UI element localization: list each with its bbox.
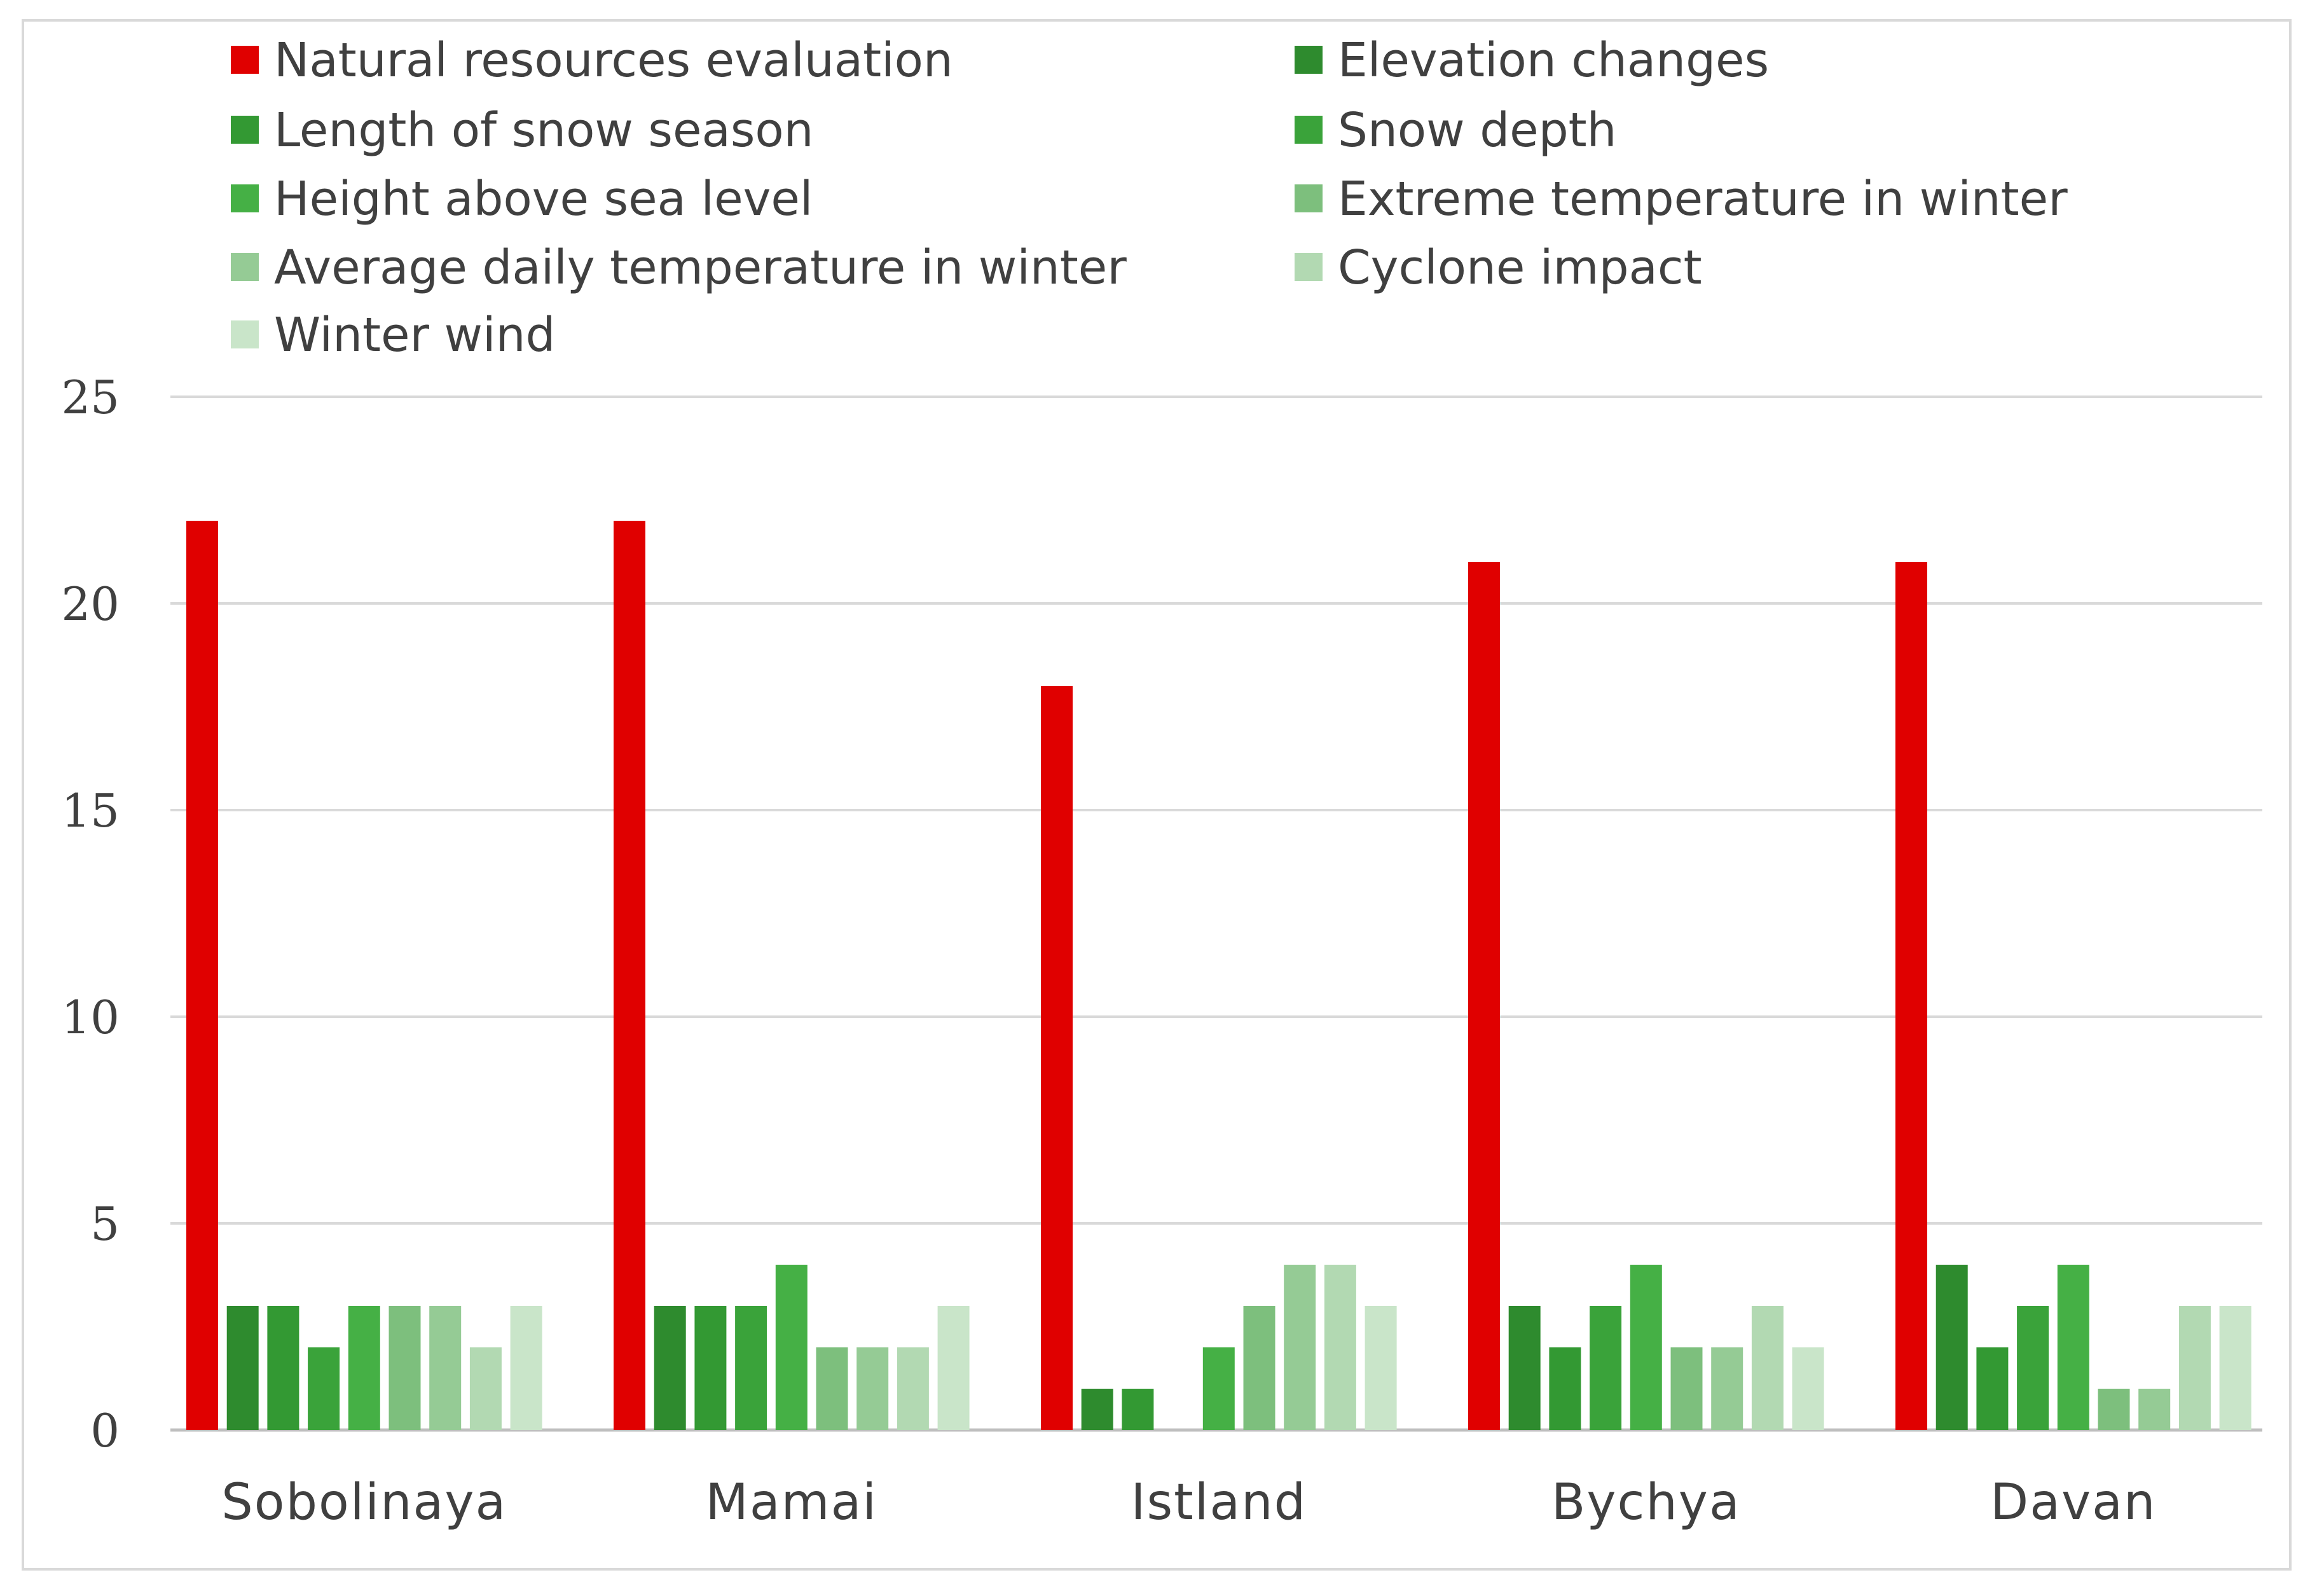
bar-bychya-winter-wind xyxy=(1792,1347,1824,1430)
y-tick-label: 20 xyxy=(61,577,120,631)
bar-group-istland xyxy=(1041,686,1397,1430)
legend-item-cyclone-impact: Cyclone impact xyxy=(1295,240,1702,295)
bar-bychya-snow-depth xyxy=(1590,1306,1622,1430)
bar-group-mamai xyxy=(614,521,970,1430)
bar-davan-elevation-changes xyxy=(1935,1265,1968,1430)
bar-istland-average-daily-temperature-in-winter xyxy=(1284,1265,1316,1430)
legend-swatch xyxy=(1295,253,1323,281)
legend-swatch xyxy=(1295,184,1323,212)
x-tick-label: Bychya xyxy=(1551,1474,1741,1531)
bar-mamai-winter-wind xyxy=(937,1306,970,1430)
bar-group-davan xyxy=(1895,562,2252,1430)
bar-istland-extreme-temperature-in-winter xyxy=(1243,1306,1275,1430)
bar-bychya-extreme-temperature-in-winter xyxy=(1670,1347,1703,1430)
bar-chart: Natural resources evaluation Elevation ch… xyxy=(61,33,2262,1531)
bar-bychya-elevation-changes xyxy=(1508,1306,1541,1430)
bar-sobolinaya-height-above-sea-level xyxy=(348,1306,380,1430)
bar-mamai-length-of-snow-season xyxy=(694,1306,727,1430)
bar-istland-height-above-sea-level xyxy=(1202,1347,1235,1430)
legend-item-length-of-snow-season: Length of snow season xyxy=(231,103,814,158)
bar-istland-winter-wind xyxy=(1365,1306,1397,1430)
x-tick-label: Sobolinaya xyxy=(221,1474,507,1531)
y-tick-label: 5 xyxy=(90,1197,120,1251)
bar-davan-winter-wind xyxy=(2219,1306,2252,1430)
bar-group-sobolinaya xyxy=(186,521,542,1430)
legend: Natural resources evaluation Elevation ch… xyxy=(231,33,2068,362)
bars xyxy=(186,521,2252,1430)
bar-davan-cyclone-impact xyxy=(2178,1306,2211,1430)
bar-mamai-height-above-sea-level xyxy=(775,1265,808,1430)
bar-mamai-elevation-changes xyxy=(654,1306,686,1430)
bar-bychya-height-above-sea-level xyxy=(1630,1265,1662,1430)
y-tick-label: 10 xyxy=(61,991,120,1044)
legend-item-elevation-changes: Elevation changes xyxy=(1295,33,1769,88)
bar-bychya-cyclone-impact xyxy=(1751,1306,1784,1430)
x-tick-label: Istland xyxy=(1131,1474,1307,1531)
y-axis: 0 5 10 15 20 25 xyxy=(61,371,120,1457)
legend-item-snow-depth: Snow depth xyxy=(1295,103,1617,158)
legend-swatch xyxy=(1295,46,1323,74)
chart-frame: Natural resources evaluation Elevation ch… xyxy=(22,19,2292,1571)
y-tick-label: 25 xyxy=(61,371,120,424)
bar-istland-natural-resources-evaluation xyxy=(1041,686,1073,1430)
bar-sobolinaya-extreme-temperature-in-winter xyxy=(388,1306,421,1430)
bar-bychya-average-daily-temperature-in-winter xyxy=(1711,1347,1743,1430)
x-tick-label: Mamai xyxy=(706,1474,878,1531)
bar-mamai-snow-depth xyxy=(735,1306,767,1430)
legend-item-winter-wind: Winter wind xyxy=(231,308,555,362)
legend-item-extreme-temperature-in-winter: Extreme temperature in winter xyxy=(1295,172,2068,226)
legend-swatch xyxy=(231,46,259,74)
bar-sobolinaya-average-daily-temperature-in-winter xyxy=(429,1306,462,1430)
legend-item-natural-resources-evaluation: Natural resources evaluation xyxy=(231,33,953,88)
legend-label: Average daily temperature in winter xyxy=(274,240,1127,295)
bar-sobolinaya-cyclone-impact xyxy=(469,1347,502,1430)
legend-label: Extreme temperature in winter xyxy=(1338,172,2068,226)
legend-swatch xyxy=(231,116,259,144)
bar-davan-natural-resources-evaluation xyxy=(1895,562,1927,1430)
legend-label: Elevation changes xyxy=(1338,33,1769,88)
bar-istland-length-of-snow-season xyxy=(1122,1389,1154,1430)
bar-bychya-length-of-snow-season xyxy=(1549,1347,1581,1430)
bar-mamai-cyclone-impact xyxy=(897,1347,929,1430)
bar-sobolinaya-snow-depth xyxy=(308,1347,340,1430)
bar-davan-snow-depth xyxy=(2017,1306,2049,1430)
bar-mamai-natural-resources-evaluation xyxy=(614,521,645,1430)
bar-mamai-extreme-temperature-in-winter xyxy=(816,1347,848,1430)
legend-item-height-above-sea-level: Height above sea level xyxy=(231,172,813,226)
legend-label: Cyclone impact xyxy=(1338,240,1702,295)
bar-davan-length-of-snow-season xyxy=(1976,1347,2009,1430)
bar-istland-cyclone-impact xyxy=(1324,1265,1356,1430)
legend-swatch xyxy=(231,253,259,281)
legend-swatch xyxy=(231,184,259,212)
y-tick-label: 15 xyxy=(61,784,120,837)
bar-istland-elevation-changes xyxy=(1081,1389,1113,1430)
bar-sobolinaya-length-of-snow-season xyxy=(267,1306,299,1430)
bar-mamai-average-daily-temperature-in-winter xyxy=(856,1347,889,1430)
bar-sobolinaya-winter-wind xyxy=(510,1306,542,1430)
bar-group-bychya xyxy=(1468,562,1824,1430)
bar-davan-average-daily-temperature-in-winter xyxy=(2138,1389,2171,1430)
legend-swatch xyxy=(231,320,259,348)
x-tick-label: Davan xyxy=(1990,1474,2156,1531)
bar-davan-extreme-temperature-in-winter xyxy=(2098,1389,2130,1430)
legend-label: Winter wind xyxy=(274,308,555,362)
bar-sobolinaya-elevation-changes xyxy=(226,1306,259,1430)
legend-label: Length of snow season xyxy=(274,103,814,158)
bar-davan-height-above-sea-level xyxy=(2057,1265,2089,1430)
legend-item-average-daily-temperature-in-winter: Average daily temperature in winter xyxy=(231,240,1127,295)
legend-label: Natural resources evaluation xyxy=(274,33,953,88)
legend-swatch xyxy=(1295,116,1323,144)
bar-bychya-natural-resources-evaluation xyxy=(1468,562,1500,1430)
bar-sobolinaya-natural-resources-evaluation xyxy=(186,521,218,1430)
y-tick-label: 0 xyxy=(90,1404,120,1457)
legend-label: Snow depth xyxy=(1338,103,1617,158)
legend-label: Height above sea level xyxy=(274,172,813,226)
x-axis: Sobolinaya Mamai Istland Bychya Davan xyxy=(221,1474,2156,1531)
